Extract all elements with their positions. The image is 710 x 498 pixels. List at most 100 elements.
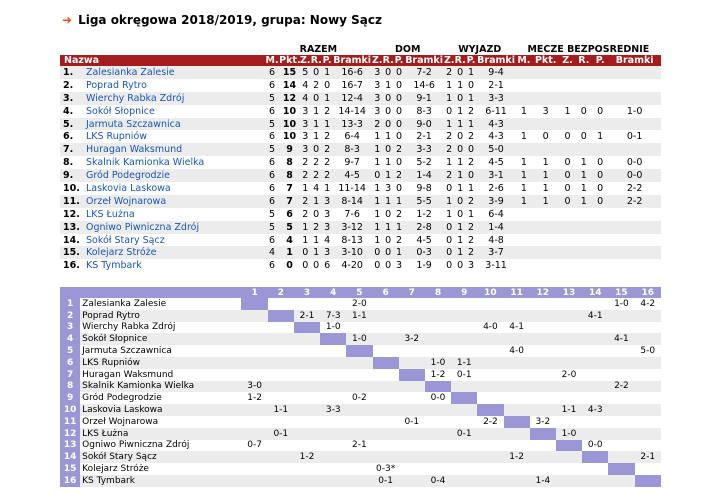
matrix-row-number: 1 <box>60 298 81 310</box>
match-result[interactable]: 1-2 <box>293 451 321 464</box>
match-result[interactable]: 0-7 <box>241 439 268 452</box>
match-result[interactable]: 2-2 <box>608 380 635 393</box>
match-result[interactable]: 1-0 <box>608 298 635 310</box>
team-link[interactable]: Laskovia Laskowa <box>83 182 265 195</box>
match-result[interactable]: 1-1 <box>346 309 373 322</box>
match-result[interactable]: 1-0 <box>424 356 452 369</box>
stat-hz: 1 <box>371 130 383 144</box>
match-result <box>267 298 294 310</box>
match-result[interactable]: 2-0 <box>555 368 583 381</box>
team-link[interactable]: Sokół Stary Sącz <box>83 233 265 247</box>
match-result[interactable]: 1-1 <box>451 356 478 369</box>
match-result[interactable]: 3-3 <box>320 404 347 416</box>
match-result[interactable]: 0-2 <box>346 392 373 405</box>
team-link[interactable]: Kolejarz Stróże <box>83 246 265 260</box>
team-link[interactable]: Jarmuta Szczawnica <box>83 117 265 131</box>
match-result[interactable]: 2-1 <box>346 439 373 452</box>
stat-bp <box>591 91 609 105</box>
match-result <box>634 380 661 393</box>
team-link[interactable]: Zalesianka Zalesie <box>83 66 265 79</box>
team-link[interactable]: KS Tymbark <box>83 259 265 273</box>
match-result <box>634 309 661 322</box>
match-result[interactable]: 0-1 <box>451 368 478 381</box>
position: 16. <box>60 259 84 273</box>
team-link[interactable]: Poprad Rytro <box>83 78 265 92</box>
match-result[interactable]: 4-0 <box>503 345 530 357</box>
stat-b: 7-6 <box>332 207 372 221</box>
stat-ap: 0 <box>465 78 477 92</box>
match-result <box>320 451 347 464</box>
team-link[interactable]: Skalnik Kamionka Wielka <box>83 156 265 170</box>
match-result[interactable]: 1-0 <box>555 427 583 440</box>
stat-r: 1 <box>310 233 322 247</box>
match-result[interactable]: 2-1 <box>293 309 321 322</box>
position: 11. <box>60 194 84 208</box>
match-result <box>634 333 661 346</box>
match-result <box>293 368 321 381</box>
col-matches: M. <box>264 55 280 66</box>
team-link[interactable]: LKS Łużna <box>83 207 265 221</box>
match-result[interactable]: 1-0 <box>320 321 347 334</box>
match-result <box>503 427 530 440</box>
match-result[interactable]: 3-2 <box>398 333 425 346</box>
match-result[interactable]: 1-2 <box>424 368 452 381</box>
match-result[interactable]: 7-3 <box>320 309 347 322</box>
match-result[interactable]: 0-1 <box>267 427 294 440</box>
match-result[interactable]: 0-0 <box>582 439 609 452</box>
team-link[interactable]: Sokół Słopnice <box>83 104 265 118</box>
match-result <box>293 439 321 452</box>
match-result[interactable]: 0-3* <box>372 463 399 475</box>
match-result[interactable]: 1-2 <box>503 451 530 464</box>
stat-pkt: 8 <box>279 169 300 183</box>
match-result[interactable]: 0-0 <box>424 392 452 405</box>
match-result[interactable]: 0-1 <box>451 427 478 440</box>
match-result[interactable]: 4-1 <box>582 309 609 322</box>
match-result[interactable]: 2-1 <box>634 451 661 464</box>
match-result <box>346 380 373 393</box>
stat-ar: 1 <box>454 156 466 170</box>
match-result[interactable]: 4-2 <box>634 298 661 310</box>
match-result[interactable]: 1-2 <box>241 392 268 405</box>
match-result[interactable]: 2-0 <box>346 298 373 310</box>
match-result[interactable]: 4-1 <box>608 333 635 346</box>
stat-b: 9-7 <box>332 156 372 170</box>
match-result[interactable]: 4-0 <box>477 321 504 334</box>
stat-az: 1 <box>443 194 455 208</box>
match-result[interactable]: 1-1 <box>267 404 294 416</box>
stat-bp <box>591 66 609 79</box>
matrix-row: 9 Gród Podegrodzie 1-2 0-2 0-0 <box>60 392 661 405</box>
stat-hr: 0 <box>382 246 394 260</box>
stat-pkt: 6 <box>279 207 300 221</box>
team-link[interactable]: Huragan Waksmund <box>83 143 265 157</box>
stat-bb: 0-0 <box>608 169 661 183</box>
match-result <box>555 392 583 405</box>
standings-row: 7. Huragan Waksmund 5 9 3 0 2 8-3 1 0 2 3-3 2 0 0 5-0 <box>60 143 661 157</box>
stat-m: 6 <box>264 66 280 79</box>
team-link[interactable]: Orzeł Wojnarowa <box>83 194 265 208</box>
standings-row: 15. Kolejarz Stróże 4 1 0 1 3 3-10 0 0 1 0-3 0 1 2 3-7 <box>60 246 661 260</box>
match-result[interactable]: 1-0 <box>346 333 373 346</box>
col-goals: Bramki <box>332 55 372 66</box>
group-away: WYJAZD <box>458 44 502 55</box>
match-result[interactable]: 5-0 <box>634 345 661 357</box>
match-result[interactable]: 4-1 <box>503 321 530 334</box>
match-result[interactable]: 1-1 <box>555 404 583 416</box>
match-result <box>451 404 478 416</box>
match-result[interactable]: 0-1 <box>372 474 399 487</box>
matrix-diagonal <box>477 404 504 416</box>
matrix-row: 2 Poprad Rytro 2-1 7-3 1-1 4-1 <box>60 309 661 322</box>
match-result[interactable]: 3-2 <box>529 415 556 428</box>
match-result[interactable]: 0-1 <box>398 415 425 428</box>
match-result[interactable]: 4-3 <box>582 404 609 416</box>
team-link[interactable]: Wierchy Rabka Zdrój <box>83 91 265 105</box>
match-result <box>320 463 347 475</box>
match-result[interactable]: 1-4 <box>529 474 556 487</box>
team-link[interactable]: Ogniwo Piwniczna Zdrój <box>83 220 265 234</box>
match-result <box>372 404 399 416</box>
team-link[interactable]: LKS Rupniów <box>83 130 265 144</box>
team-link[interactable]: Gród Podegrodzie <box>83 169 265 183</box>
match-result[interactable]: 2-2 <box>477 415 504 428</box>
matrix-team-name: Jarmuta Szczawnica <box>80 345 242 357</box>
match-result[interactable]: 3-0 <box>241 380 268 393</box>
match-result[interactable]: 0-4 <box>424 474 452 487</box>
